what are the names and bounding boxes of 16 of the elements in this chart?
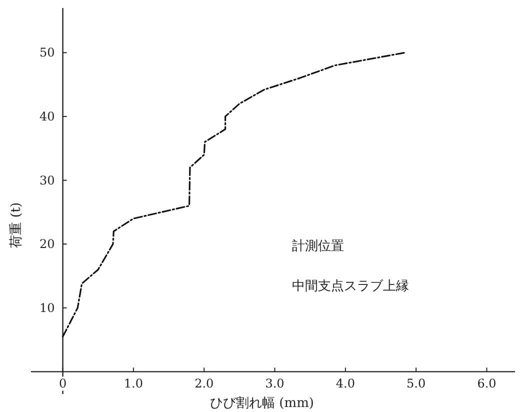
annotation: 中間支点スラブ上縁 <box>292 279 409 294</box>
x-tick-label: 0 <box>58 376 67 391</box>
x-axis-title: ひび割れ幅 (mm) <box>210 396 314 411</box>
x-tick-label: 1.0 <box>124 376 143 391</box>
x-tick-label: 4.0 <box>336 376 355 391</box>
y-tick-label: 30 <box>40 173 55 188</box>
x-tick-label: 3.0 <box>265 376 284 391</box>
y-tick-label: 20 <box>40 237 55 252</box>
x-tick-label: 6.0 <box>477 376 496 391</box>
x-tick-label: 5.0 <box>406 376 426 391</box>
annotation: 計測位置 <box>292 239 344 254</box>
y-axis-title: 荷重 (t) <box>9 202 24 248</box>
y-tick-label: 10 <box>40 300 55 315</box>
y-tick-label: 40 <box>40 109 55 124</box>
x-tick-label: 2.0 <box>194 376 214 391</box>
y-tick-label: 50 <box>40 46 55 60</box>
